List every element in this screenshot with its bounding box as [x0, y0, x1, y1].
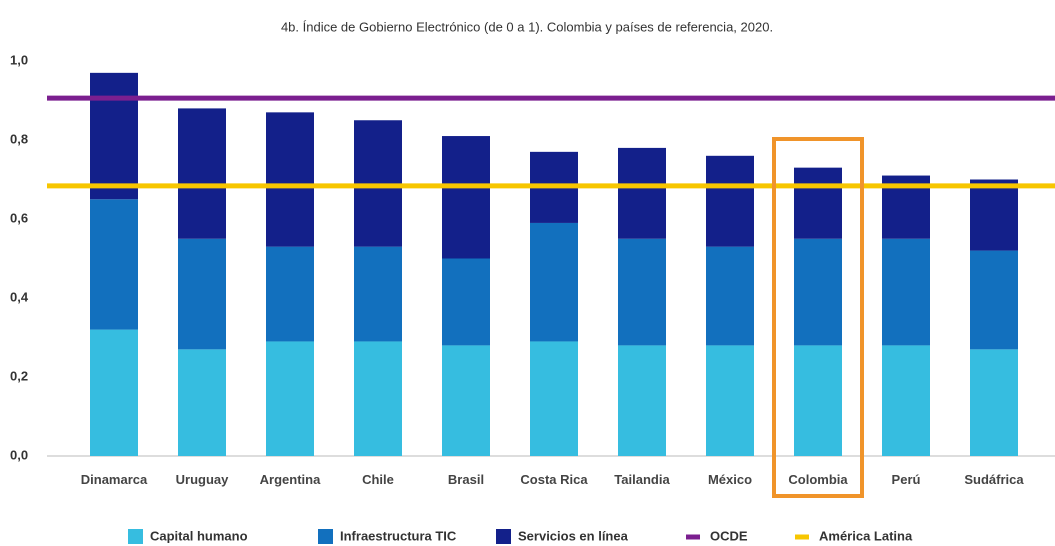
y-tick-label: 0,8	[10, 131, 28, 146]
x-tick-label: Argentina	[259, 472, 321, 487]
y-tick-label: 0,0	[10, 447, 28, 462]
legend-swatch	[318, 529, 333, 544]
bar-segment	[442, 136, 490, 259]
bar-segment	[970, 250, 1018, 350]
bar-segment	[794, 238, 842, 346]
x-tick-label: Brasil	[447, 472, 485, 487]
bar-segment	[882, 345, 930, 456]
x-tick-label: Sudáfrica	[964, 472, 1024, 487]
x-tick-label: Tailandia	[614, 472, 670, 487]
bar-segment	[706, 155, 754, 247]
bar-segment	[178, 108, 226, 239]
bar-segment	[90, 199, 138, 330]
x-tick-label: México	[707, 472, 753, 487]
highlight-box	[772, 137, 864, 498]
bar-segment	[882, 238, 930, 346]
bar-segment	[970, 179, 1018, 251]
x-tick-label: Chile	[362, 472, 394, 487]
bar-segment	[442, 345, 490, 456]
chart-title: 4b. Índice de Gobierno Electrónico (de 0…	[281, 19, 773, 34]
bar-segment	[90, 72, 138, 200]
bar-segment	[618, 345, 666, 456]
bar-segment	[354, 341, 402, 456]
bar-segment	[794, 167, 842, 239]
legend-swatch	[128, 529, 143, 544]
x-tick-label: Perú	[891, 472, 921, 487]
y-tick-label: 0,2	[10, 368, 28, 383]
bar-segment	[618, 147, 666, 239]
x-tick-label: Colombia	[788, 472, 848, 487]
bar-segment	[266, 112, 314, 247]
bar-segment	[618, 238, 666, 346]
x-tick-label: Uruguay	[175, 472, 229, 487]
y-tick-label: 0,4	[10, 289, 29, 304]
bar-segment	[970, 349, 1018, 456]
y-tick-label: 0,6	[10, 210, 28, 225]
legend-label: Capital humano	[150, 528, 248, 543]
bar-segment	[354, 246, 402, 342]
bar-segment	[266, 341, 314, 456]
bar-segment	[442, 258, 490, 346]
legend-label: Servicios en línea	[518, 528, 629, 543]
legend-label: América Latina	[819, 528, 913, 543]
y-tick-label: 1,0	[10, 52, 28, 67]
bar-segment	[706, 345, 754, 456]
x-tick-label: Costa Rica	[520, 472, 588, 487]
legend-swatch	[496, 529, 511, 544]
x-tick-label: Dinamarca	[80, 472, 148, 487]
bar-segment	[706, 246, 754, 346]
bar-segment	[530, 222, 578, 342]
bar-segment	[90, 329, 138, 456]
bar-segment	[794, 345, 842, 456]
legend-label: OCDE	[710, 528, 748, 543]
legend-label: Infraestructura TIC	[340, 528, 457, 543]
bar-segment	[178, 349, 226, 456]
bar-segment	[530, 341, 578, 456]
bar-segment	[266, 246, 314, 342]
bar-segment	[178, 238, 226, 350]
